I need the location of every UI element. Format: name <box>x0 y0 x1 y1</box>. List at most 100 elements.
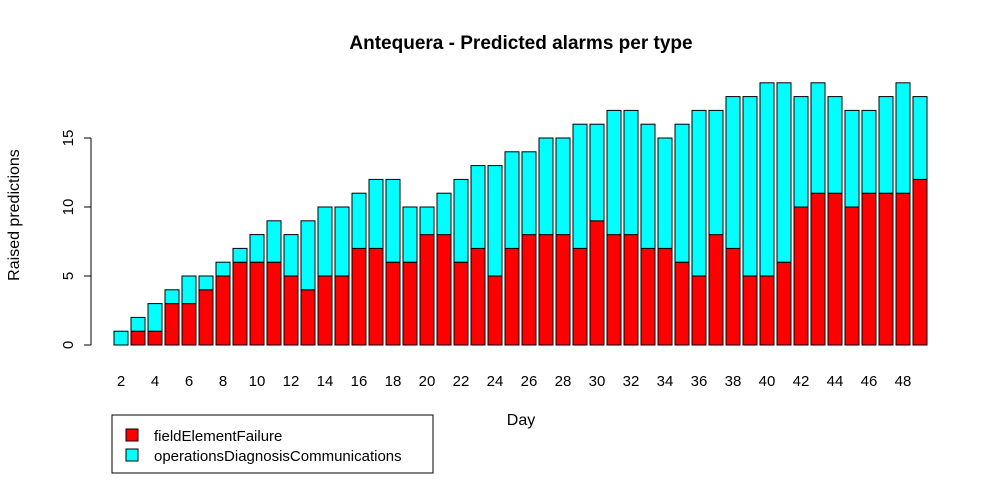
bar-segment-operations-diagnosis-communications-day-25 <box>504 151 520 249</box>
x-tick-label-16: 16 <box>351 373 368 390</box>
x-axis-tick-labels: 2 4 6 8 10 12 14 16 18 20 22 24 26 28 30 32 34 36 38 40 42 44… <box>117 373 912 390</box>
bar-segment-field-element-failure-day-13 <box>300 289 316 346</box>
y-tick-label-5: 5 <box>60 272 77 280</box>
bar-segment-operations-diagnosis-communications-day-19 <box>402 206 418 263</box>
bar-segment-field-element-failure-day-30 <box>589 220 605 346</box>
x-tick-label-22: 22 <box>453 373 470 390</box>
y-axis-label: Raised predictions <box>6 149 23 281</box>
bar-segment-field-element-failure-day-12 <box>283 275 299 346</box>
bar-segment-field-element-failure-day-27 <box>538 234 554 346</box>
y-axis: 0 5 10 15 <box>60 130 92 349</box>
bar-segment-operations-diagnosis-communications-day-43 <box>810 82 826 194</box>
bar-segment-field-element-failure-day-7 <box>198 289 214 346</box>
bar-segment-field-element-failure-day-18 <box>385 261 401 346</box>
bar-segment-operations-diagnosis-communications-day-40 <box>759 82 775 277</box>
bar-segment-field-element-failure-day-42 <box>793 206 809 346</box>
x-axis-label: Day <box>507 412 535 429</box>
bar-segment-operations-diagnosis-communications-day-22 <box>453 178 469 263</box>
bar-segment-field-element-failure-day-29 <box>572 247 588 346</box>
bar-segment-operations-diagnosis-communications-day-45 <box>844 109 860 208</box>
bar-segment-operations-diagnosis-communications-day-17 <box>368 178 384 249</box>
bar-segment-operations-diagnosis-communications-day-47 <box>878 96 894 194</box>
bar-segment-operations-diagnosis-communications-day-26 <box>521 151 537 236</box>
bar-segment-field-element-failure-day-48 <box>895 192 911 346</box>
y-tick-label-0: 0 <box>60 341 77 349</box>
x-tick-label-12: 12 <box>283 373 300 390</box>
bar-segment-field-element-failure-day-34 <box>657 247 673 346</box>
bar-segment-operations-diagnosis-communications-day-3 <box>130 316 146 332</box>
bar-segment-operations-diagnosis-communications-day-49 <box>912 96 928 180</box>
bar-segment-operations-diagnosis-communications-day-5 <box>164 289 180 305</box>
bar-segment-field-element-failure-day-24 <box>487 275 503 346</box>
x-tick-label-30: 30 <box>589 373 606 390</box>
bar-segment-operations-diagnosis-communications-day-9 <box>232 247 248 263</box>
bar-segment-operations-diagnosis-communications-day-24 <box>487 165 503 277</box>
bar-segment-field-element-failure-day-5 <box>164 303 180 346</box>
x-tick-label-46: 46 <box>861 373 878 390</box>
x-tick-label-38: 38 <box>725 373 742 390</box>
bar-segment-field-element-failure-day-44 <box>827 192 843 346</box>
bar-segment-operations-diagnosis-communications-day-38 <box>725 96 741 249</box>
bar-segment-field-element-failure-day-31 <box>606 234 622 346</box>
bar-segment-field-element-failure-day-33 <box>640 247 656 346</box>
x-tick-label-8: 8 <box>219 373 227 390</box>
bar-segment-field-element-failure-day-32 <box>623 234 639 346</box>
bar-segment-operations-diagnosis-communications-day-10 <box>249 234 265 263</box>
x-tick-label-10: 10 <box>249 373 266 390</box>
bars-group <box>113 82 928 346</box>
x-tick-label-40: 40 <box>759 373 776 390</box>
bar-segment-field-element-failure-day-8 <box>215 275 231 346</box>
bar-segment-operations-diagnosis-communications-day-15 <box>334 206 350 277</box>
bar-segment-field-element-failure-day-35 <box>674 261 690 346</box>
bar-segment-operations-diagnosis-communications-day-23 <box>470 165 486 249</box>
bar-segment-field-element-failure-day-10 <box>249 261 265 346</box>
x-tick-label-18: 18 <box>385 373 402 390</box>
y-tick-label-15: 15 <box>60 130 77 147</box>
bar-segment-operations-diagnosis-communications-day-2 <box>113 330 129 346</box>
bar-segment-operations-diagnosis-communications-day-8 <box>215 261 231 277</box>
bar-segment-field-element-failure-day-4 <box>147 330 163 346</box>
x-tick-label-2: 2 <box>117 373 125 390</box>
bar-segment-field-element-failure-day-41 <box>776 261 792 346</box>
x-tick-label-34: 34 <box>657 373 674 390</box>
bar-segment-field-element-failure-day-46 <box>861 192 877 346</box>
bar-segment-operations-diagnosis-communications-day-6 <box>181 275 197 305</box>
bar-segment-operations-diagnosis-communications-day-33 <box>640 123 656 249</box>
x-tick-label-4: 4 <box>151 373 159 390</box>
bar-segment-field-element-failure-day-37 <box>708 234 724 346</box>
bar-segment-field-element-failure-day-16 <box>351 247 367 346</box>
bar-segment-field-element-failure-day-21 <box>436 234 452 346</box>
legend-swatch-operations-diagnosis-communications <box>125 448 139 462</box>
bar-segment-field-element-failure-day-20 <box>419 234 435 346</box>
bar-segment-operations-diagnosis-communications-day-42 <box>793 96 809 208</box>
bar-segment-operations-diagnosis-communications-day-41 <box>776 82 792 263</box>
bar-segment-field-element-failure-day-49 <box>912 178 928 346</box>
bar-segment-field-element-failure-day-39 <box>742 275 758 346</box>
bar-segment-field-element-failure-day-36 <box>691 275 707 346</box>
bar-segment-field-element-failure-day-38 <box>725 247 741 346</box>
bar-segment-field-element-failure-day-15 <box>334 275 350 346</box>
bar-segment-field-element-failure-day-47 <box>878 192 894 346</box>
x-tick-label-26: 26 <box>521 373 538 390</box>
x-tick-label-36: 36 <box>691 373 708 390</box>
x-tick-label-42: 42 <box>793 373 810 390</box>
x-tick-label-48: 48 <box>895 373 912 390</box>
bar-segment-operations-diagnosis-communications-day-20 <box>419 206 435 236</box>
bar-segment-operations-diagnosis-communications-day-36 <box>691 109 707 277</box>
bar-segment-operations-diagnosis-communications-day-37 <box>708 109 724 236</box>
bar-segment-operations-diagnosis-communications-day-46 <box>861 109 877 194</box>
bar-segment-field-element-failure-day-17 <box>368 247 384 346</box>
bar-segment-operations-diagnosis-communications-day-21 <box>436 192 452 236</box>
bar-segment-operations-diagnosis-communications-day-35 <box>674 123 690 263</box>
bar-segment-field-element-failure-day-6 <box>181 303 197 346</box>
bar-segment-field-element-failure-day-40 <box>759 275 775 346</box>
bar-segment-operations-diagnosis-communications-day-16 <box>351 192 367 249</box>
legend-swatch-field-element-failure <box>125 428 139 442</box>
x-tick-label-14: 14 <box>317 373 334 390</box>
legend-label-operations-diagnosis-communications: operationsDiagnosisCommunications <box>154 448 402 465</box>
bar-segment-operations-diagnosis-communications-day-39 <box>742 96 758 277</box>
bar-segment-operations-diagnosis-communications-day-44 <box>827 96 843 194</box>
bar-segment-field-element-failure-day-26 <box>521 234 537 346</box>
bar-segment-field-element-failure-day-22 <box>453 261 469 346</box>
bar-segment-operations-diagnosis-communications-day-13 <box>300 220 316 291</box>
